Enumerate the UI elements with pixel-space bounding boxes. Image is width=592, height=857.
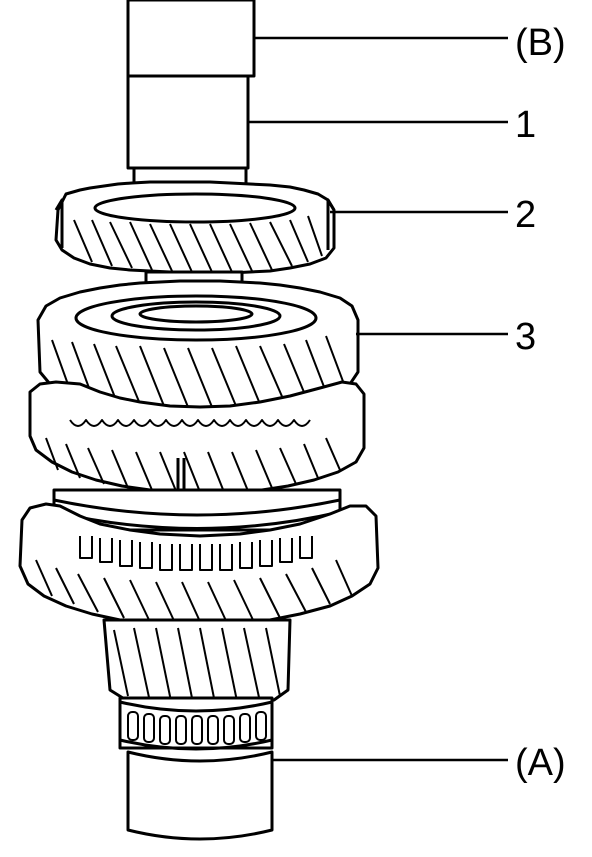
- gear-2: [54, 180, 336, 275]
- gear-middle: [28, 380, 366, 494]
- gear-3: [36, 279, 360, 410]
- callout-label-3: 3: [515, 316, 537, 358]
- shaft-bottom: [126, 750, 274, 841]
- callout-label-1: 1: [515, 104, 537, 146]
- gear-cluster-lower: [102, 618, 292, 710]
- callout-label-b: (B): [515, 22, 566, 64]
- callout-label-2: 2: [515, 194, 537, 236]
- press-ram: [126, 0, 256, 78]
- leader-lines: [248, 36, 508, 762]
- callout-label-a: (A): [515, 742, 566, 784]
- bearing-a: [118, 696, 274, 751]
- gear-lower: [18, 502, 380, 628]
